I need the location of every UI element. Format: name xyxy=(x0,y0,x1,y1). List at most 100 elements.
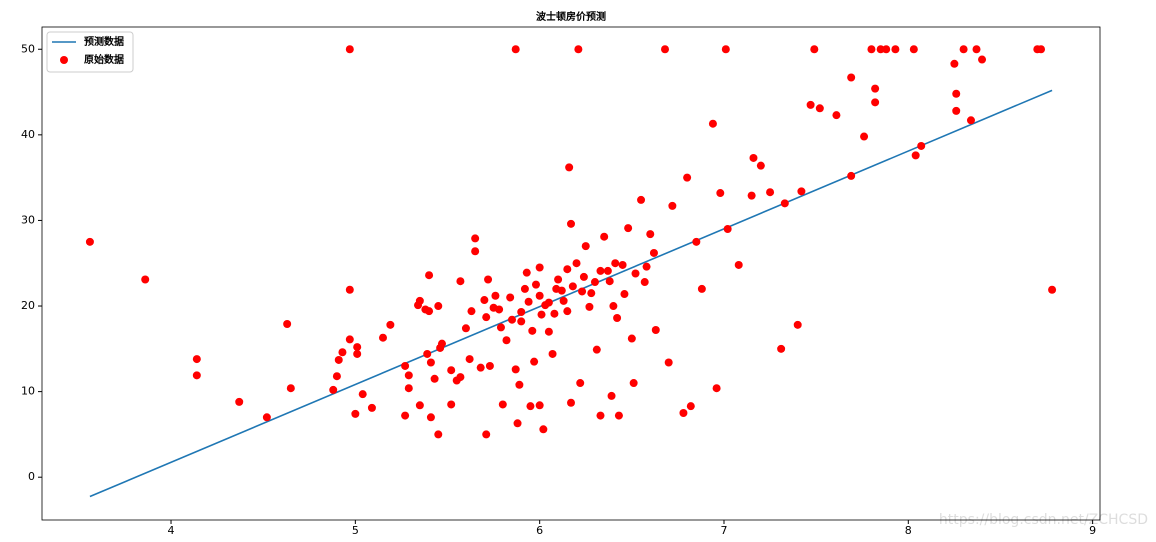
data-point xyxy=(471,247,480,256)
data-point xyxy=(614,411,623,420)
data-point xyxy=(467,307,476,316)
chart-title: 波士顿房价预测 xyxy=(536,10,606,23)
data-point xyxy=(627,334,636,343)
data-point xyxy=(640,278,649,287)
data-point xyxy=(611,259,620,268)
data-point xyxy=(574,45,583,54)
data-point xyxy=(517,308,526,317)
data-point xyxy=(482,430,491,439)
data-point xyxy=(832,111,841,120)
data-point xyxy=(524,297,533,306)
data-point xyxy=(646,230,655,239)
data-point xyxy=(876,45,885,54)
data-point xyxy=(528,326,537,335)
data-point xyxy=(426,358,435,367)
x-tick-label: 5 xyxy=(352,524,359,537)
data-point xyxy=(539,425,548,434)
data-point xyxy=(434,430,443,439)
data-point xyxy=(847,73,856,82)
data-point xyxy=(415,401,424,410)
data-point xyxy=(596,411,605,420)
data-point xyxy=(567,219,575,228)
data-point xyxy=(404,384,413,393)
data-point xyxy=(476,363,485,372)
data-point xyxy=(651,325,660,334)
data-point xyxy=(434,302,443,311)
data-point xyxy=(882,45,891,54)
data-point xyxy=(952,89,961,98)
data-point xyxy=(345,285,354,294)
data-point xyxy=(437,339,446,348)
data-point xyxy=(749,153,758,162)
data-point xyxy=(649,248,658,257)
data-point xyxy=(192,371,201,380)
data-point xyxy=(618,260,627,269)
data-point xyxy=(697,284,706,293)
data-point xyxy=(572,259,581,268)
data-point xyxy=(815,104,824,113)
data-point xyxy=(554,275,563,284)
data-point xyxy=(447,400,456,409)
data-point xyxy=(620,290,629,299)
data-point xyxy=(592,345,601,354)
data-point xyxy=(576,379,585,388)
data-point xyxy=(810,45,819,54)
data-point xyxy=(603,266,612,275)
data-point xyxy=(513,419,522,428)
data-point xyxy=(480,296,489,305)
data-point xyxy=(345,335,354,344)
data-point xyxy=(917,141,926,150)
data-point xyxy=(552,284,561,293)
x-tick-label: 6 xyxy=(536,524,543,537)
data-point xyxy=(909,45,918,54)
data-point xyxy=(860,132,869,141)
y-tick-label: 0 xyxy=(28,470,35,483)
data-point xyxy=(353,343,362,352)
data-point xyxy=(378,333,387,342)
data-point xyxy=(756,161,765,170)
data-point xyxy=(262,413,271,422)
data-point xyxy=(1048,285,1057,294)
data-point xyxy=(485,361,494,370)
data-point xyxy=(563,265,572,274)
data-point xyxy=(358,390,367,399)
x-tick-label: 7 xyxy=(720,524,727,537)
data-point xyxy=(535,401,544,410)
data-point xyxy=(950,59,959,68)
data-point xyxy=(283,319,292,328)
data-point xyxy=(522,268,531,277)
data-point xyxy=(629,379,638,388)
data-point xyxy=(353,349,362,358)
data-point xyxy=(502,336,511,345)
data-point xyxy=(972,45,981,54)
data-point xyxy=(535,291,544,300)
data-point xyxy=(235,397,244,406)
data-point xyxy=(141,275,150,284)
data-point xyxy=(847,171,856,180)
data-point xyxy=(806,100,815,109)
legend-marker xyxy=(60,56,68,64)
data-point xyxy=(723,224,732,233)
data-point xyxy=(404,371,413,380)
data-point xyxy=(664,358,673,367)
data-point xyxy=(425,307,434,316)
data-point xyxy=(716,189,725,198)
data-point xyxy=(679,409,688,418)
data-point xyxy=(683,173,692,182)
data-point xyxy=(624,224,633,233)
data-point xyxy=(1037,45,1046,54)
data-point xyxy=(609,302,618,311)
data-point xyxy=(978,55,987,64)
data-point xyxy=(734,260,743,269)
data-point xyxy=(426,413,435,422)
data-point xyxy=(559,296,568,305)
data-point xyxy=(911,151,920,160)
data-point xyxy=(797,187,806,196)
data-point xyxy=(952,106,961,115)
data-point xyxy=(367,403,376,412)
data-point xyxy=(692,237,701,246)
data-point xyxy=(607,391,616,400)
data-point xyxy=(637,195,646,204)
